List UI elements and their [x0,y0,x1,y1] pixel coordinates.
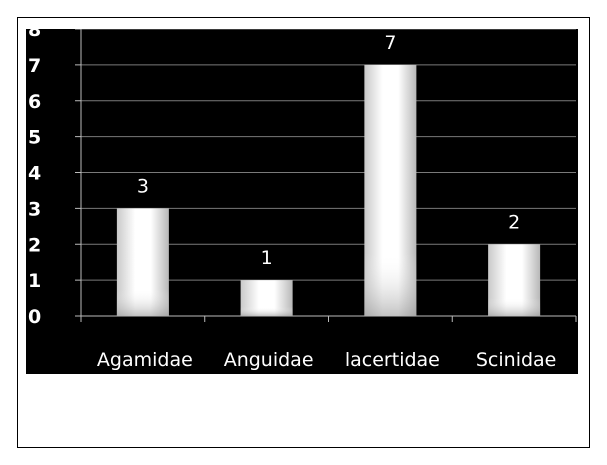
labels: 0 1 2 3 4 5 6 7 8 3 Agamidae 1 Anguidae 7 lacertidae 2 S… [28,29,556,371]
y-tick-label: 5 [28,127,41,149]
data-label: 2 [508,211,520,233]
category-label: Agamidae [97,349,193,371]
bar-shade [116,208,169,316]
y-tick-label: 6 [28,91,41,113]
bar-Agamidae [116,208,169,316]
bar-lacertidae [364,64,417,316]
bar-shade [240,280,293,316]
data-label: 1 [261,247,273,269]
y-tick-label: 8 [28,29,41,41]
category-label: Scinidae [476,349,557,371]
data-label: 7 [384,32,396,54]
y-tick-label: 3 [28,198,41,220]
y-tick-label: 2 [28,234,41,256]
data-label: 3 [137,175,149,197]
bar-Anguidae [240,280,293,316]
y-tick-label: 1 [28,270,41,292]
bars [116,64,541,316]
category-label: Anguidae [224,349,314,371]
bar-Scinidae [488,244,541,316]
y-tick-label: 0 [28,306,41,328]
bar-shade [488,244,541,316]
category-label: lacertidae [345,349,440,371]
y-tick-label: 4 [28,163,41,185]
bar-shade [364,64,417,316]
plot-background [26,29,578,374]
bar-chart: 0 1 2 3 4 5 6 7 8 3 Agamidae 1 Anguidae 7 lacertidae 2 S… [26,29,578,374]
y-tick-label: 7 [28,55,41,77]
